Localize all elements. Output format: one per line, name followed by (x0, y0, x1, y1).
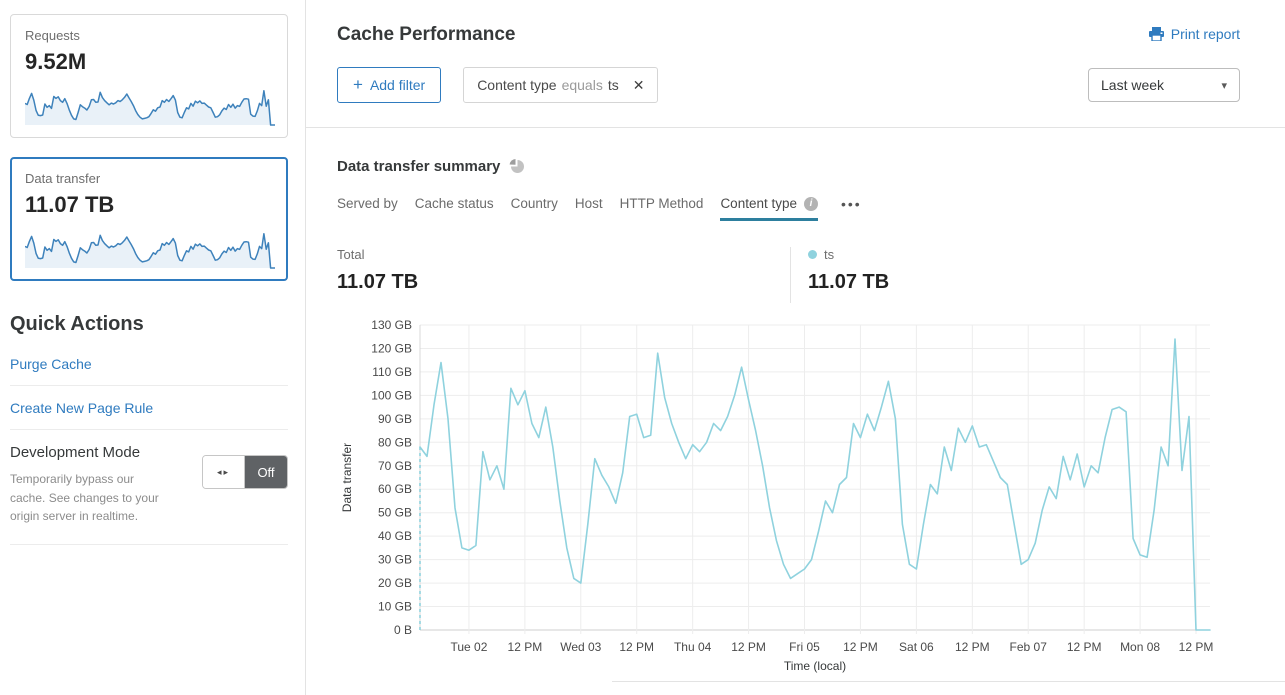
svg-text:110 GB: 110 GB (372, 365, 412, 379)
svg-text:Mon 08: Mon 08 (1120, 640, 1160, 654)
development-mode-title: Development Mode (10, 444, 141, 461)
filter-chip-content-type: Content type equals ts ✕ (463, 67, 659, 103)
svg-text:50 GB: 50 GB (378, 506, 412, 520)
summary-stats: Total 11.07 TB ts 11.07 TB (337, 247, 1240, 303)
series-legend: ts 11.07 TB (790, 247, 889, 303)
svg-text:12 PM: 12 PM (619, 640, 654, 654)
tab-http-method[interactable]: HTTP Method (620, 196, 704, 221)
svg-text:Thu 04: Thu 04 (674, 640, 712, 654)
svg-text:70 GB: 70 GB (378, 459, 412, 473)
development-mode-description: Temporarily bypass our cache. See change… (10, 472, 159, 524)
requests-card-label: Requests (25, 28, 80, 43)
active-filter-chips: Content type equals ts ✕ (463, 67, 659, 103)
svg-text:10 GB: 10 GB (378, 600, 412, 614)
tab-label: HTTP Method (619, 196, 704, 211)
remove-filter-icon[interactable]: ✕ (632, 76, 645, 93)
tab-cache-status[interactable]: Cache status (415, 196, 494, 221)
printer-icon (1148, 27, 1164, 41)
analytics-sidebar: Requests 9.52M Data transfer 11.07 TB Qu… (0, 0, 306, 695)
data-transfer-card-label: Data transfer (25, 171, 101, 186)
development-mode-section: Development Mode Temporarily bypass our … (10, 430, 288, 545)
svg-text:12 PM: 12 PM (1179, 640, 1214, 654)
requests-sparkline-chart (25, 83, 275, 127)
svg-text:Fri 05: Fri 05 (789, 640, 820, 654)
tab-host[interactable]: Host (575, 196, 603, 221)
series-value: 11.07 TB (808, 271, 890, 293)
total-stat: Total 11.07 TB (337, 247, 790, 303)
data-transfer-card[interactable]: Data transfer 11.07 TB (10, 157, 288, 281)
section-divider (612, 681, 1285, 682)
time-range-select[interactable]: Last week ▾ (1088, 68, 1240, 102)
svg-text:Wed 03: Wed 03 (560, 640, 601, 654)
add-filter-label: Add filter (369, 77, 426, 93)
data-transfer-time-series-chart[interactable]: 0 B 10 GB 20 GB 30 GB 40 GB 50 GB 60 GB 70 GB 80… (337, 317, 1240, 673)
series-name: ts (824, 247, 835, 262)
svg-text:60 GB: 60 GB (378, 482, 412, 496)
svg-text:Tue 02: Tue 02 (450, 640, 487, 654)
info-icon[interactable]: i (804, 196, 818, 211)
svg-text:Time (local): Time (local) (784, 659, 846, 673)
print-report-link[interactable]: Print report (1148, 26, 1240, 42)
print-report-label: Print report (1170, 26, 1240, 42)
svg-text:12 PM: 12 PM (508, 640, 543, 654)
svg-text:100 GB: 100 GB (371, 388, 412, 402)
svg-text:Sat 06: Sat 06 (899, 640, 934, 654)
more-tabs-button[interactable]: ••• (841, 196, 862, 212)
time-range-value: Last week (1101, 77, 1165, 93)
svg-text:130 GB: 130 GB (371, 318, 412, 332)
add-filter-button[interactable]: + Add filter (337, 67, 442, 103)
svg-text:20 GB: 20 GB (378, 576, 412, 590)
svg-text:Feb 07: Feb 07 (1010, 640, 1048, 654)
data-transfer-sparkline-chart (25, 226, 275, 270)
summary-dimension-tabs: Served by Cache status Country Host HTTP Met… (337, 196, 1240, 222)
chip-field: Content type (477, 77, 557, 93)
svg-text:12 PM: 12 PM (1067, 640, 1102, 654)
toggle-handle-icon: ◂▸ (203, 456, 245, 488)
purge-cache-link[interactable]: Purge Cache (10, 342, 288, 386)
requests-card[interactable]: Requests 9.52M (10, 14, 288, 138)
tab-content-type[interactable]: Content type i (720, 196, 818, 221)
svg-text:12 PM: 12 PM (731, 640, 766, 654)
chip-value: ts (607, 77, 619, 93)
svg-text:Data transfer: Data transfer (340, 443, 354, 512)
tab-label: Country (510, 196, 558, 211)
chevron-down-icon: ▾ (1221, 79, 1227, 92)
tab-label: Served by (337, 196, 398, 211)
data-transfer-summary-section: Data transfer summary Served by Cache sta… (306, 128, 1285, 673)
svg-text:12 PM: 12 PM (843, 640, 878, 654)
tab-label: Content type (720, 196, 797, 211)
series-color-dot (808, 250, 817, 259)
svg-text:12 PM: 12 PM (955, 640, 990, 654)
tab-label: Cache status (414, 196, 494, 211)
tab-served-by[interactable]: Served by (337, 196, 398, 221)
svg-text:120 GB: 120 GB (371, 341, 412, 355)
chip-operator: equals (561, 77, 603, 93)
total-value: 11.07 TB (337, 271, 419, 293)
legend-item-ts: ts 11.07 TB (808, 247, 889, 294)
page-title: Cache Performance (337, 24, 516, 45)
summary-title: Data transfer summary (337, 158, 501, 175)
requests-card-value: 9.52M (25, 49, 87, 74)
svg-text:30 GB: 30 GB (378, 553, 412, 567)
svg-text:80 GB: 80 GB (378, 435, 412, 449)
toggle-state-label: Off (245, 456, 287, 488)
quick-actions-heading: Quick Actions (10, 313, 144, 335)
svg-text:40 GB: 40 GB (378, 529, 412, 543)
data-transfer-card-value: 11.07 TB (25, 192, 115, 217)
page-header: Cache Performance Print report + Add fil… (306, 0, 1285, 128)
create-new-page-rule-link[interactable]: Create New Page Rule (10, 386, 288, 430)
svg-text:0 B: 0 B (394, 623, 412, 637)
plus-icon: + (353, 74, 363, 94)
tab-label: Host (574, 196, 603, 211)
total-label: Total (337, 247, 365, 262)
pie-chart-icon (510, 159, 525, 173)
tab-country[interactable]: Country (511, 196, 558, 221)
svg-text:90 GB: 90 GB (378, 412, 412, 426)
quick-actions-links: Purge Cache Create New Page Rule (10, 342, 288, 430)
main-content: Cache Performance Print report + Add fil… (306, 0, 1285, 695)
development-mode-toggle[interactable]: ◂▸ Off (202, 455, 288, 489)
